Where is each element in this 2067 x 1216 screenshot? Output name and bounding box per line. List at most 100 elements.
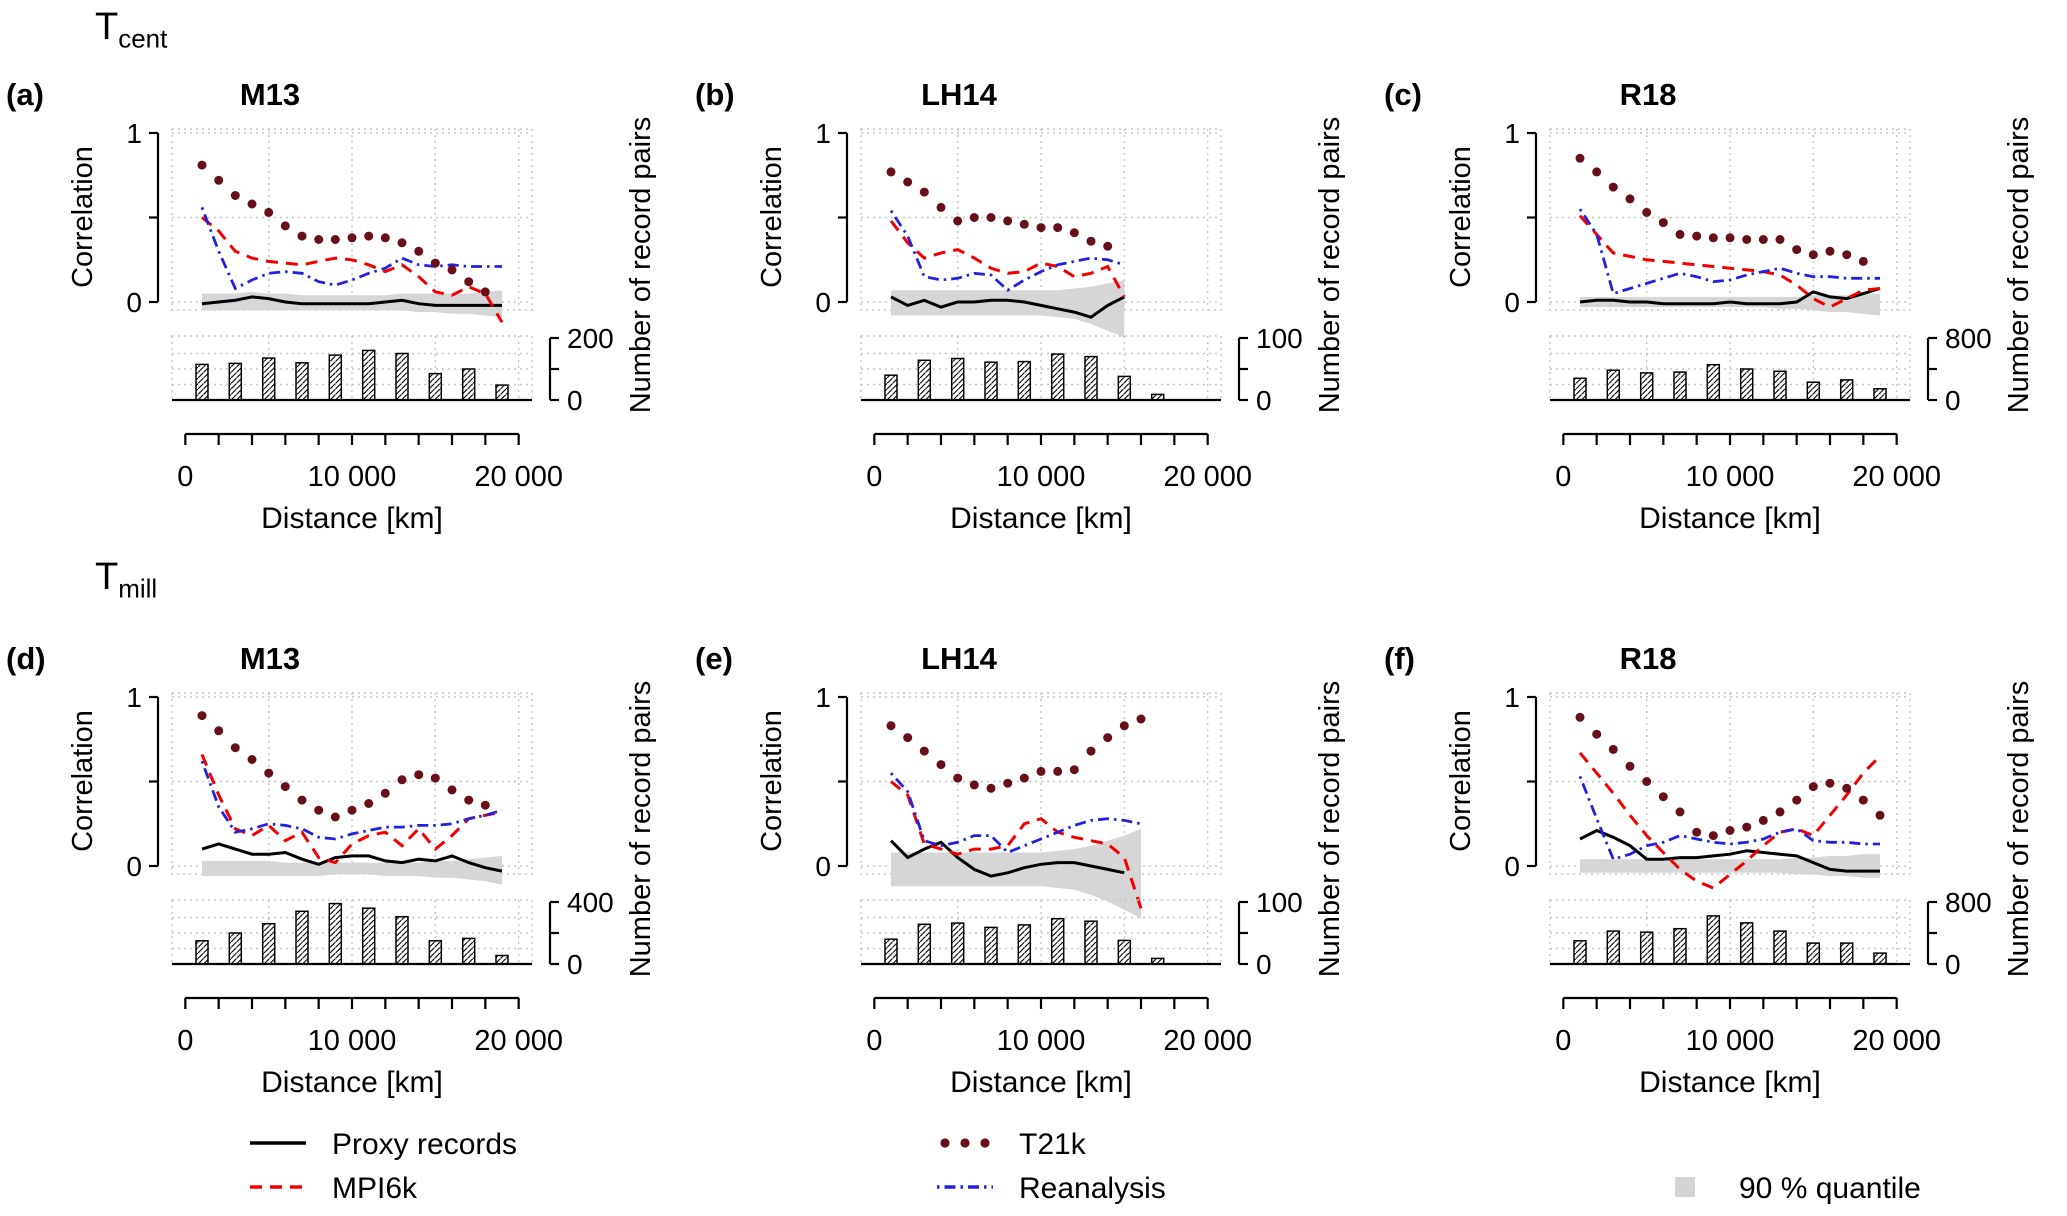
- panel-a-histogram: [171, 335, 533, 402]
- distance-tick-label: 0: [177, 1025, 193, 1057]
- reanalysis-line: [889, 772, 1142, 855]
- cor-tick-label-0: 0: [815, 287, 831, 318]
- record-pairs-bar: [1773, 370, 1787, 401]
- hist-zero-label: 0: [1256, 385, 1272, 416]
- panel-e: 1 0 Correlation 100 0 Number of record pairs 0…: [689, 612, 1378, 1122]
- correlation-axis-title: Correlation: [756, 146, 788, 288]
- record-pairs-bar: [295, 362, 309, 401]
- proxy-records-line: [201, 295, 502, 307]
- record-pairs-bar: [917, 359, 932, 401]
- panel-b: 1 0 Correlation 100 0 Number of record pairs 0…: [689, 48, 1378, 558]
- distance-tick-label: 20 000: [474, 461, 563, 493]
- distance-tick-label: 10 000: [997, 461, 1086, 493]
- record-pairs-bar: [461, 937, 476, 965]
- record-pairs-bar: [1839, 379, 1854, 401]
- panel-title: M13: [240, 641, 300, 676]
- reanalysis-line: [1578, 775, 1880, 861]
- hist-zero-label: 0: [1945, 949, 1961, 980]
- panel-d-correlation-plot: [171, 692, 533, 885]
- record-pairs-bar: [1739, 368, 1754, 401]
- panel-letter: (c): [1384, 77, 1422, 112]
- distance-tick-label: 20 000: [1163, 1025, 1252, 1057]
- correlation-axis: [1527, 131, 1538, 304]
- panel-d-chart: 1 0 Correlation 400 0 Number of record pairs 0…: [6, 641, 657, 1099]
- hist-zero-label: 0: [1945, 385, 1961, 416]
- group-title-tmill: Tmill: [95, 556, 157, 605]
- distance-axis: [1562, 432, 1898, 445]
- panel-f: 1 0 Correlation 800 0 Number of record pairs 0…: [1378, 612, 2067, 1122]
- record-pairs-bar: [195, 940, 209, 965]
- panel-title: M13: [240, 77, 300, 112]
- record-pairs-bar: [1017, 360, 1032, 401]
- record-pairs-bar: [1773, 930, 1787, 965]
- record-pairs-bar: [1639, 372, 1654, 401]
- t21k-dots: [886, 167, 1113, 251]
- proxy-records-line: [1579, 287, 1881, 306]
- reanalysis-line: [889, 209, 1125, 292]
- legend: Proxy records MPI6k T21k Reanalysis 90 %…: [0, 1125, 2067, 1215]
- record-pairs-bar: [884, 938, 898, 965]
- reanalysis-line: [1578, 208, 1880, 296]
- record-pairs-bar: [495, 384, 509, 401]
- distance-axis-title: Distance [km]: [950, 1066, 1132, 1099]
- record-pairs-bar: [1084, 355, 1098, 401]
- record-pairs-bar: [495, 954, 509, 965]
- record-pairs-bar: [1739, 922, 1754, 965]
- quantile-band-swatch-icon: [1655, 1175, 1719, 1204]
- record-pairs-bar: [1084, 920, 1098, 965]
- record-pairs-bar: [361, 349, 376, 401]
- record-pairs-bar: [261, 357, 276, 401]
- record-pairs-axis-title: Number of record pairs: [2003, 681, 2035, 978]
- record-pairs-bar: [1606, 930, 1621, 965]
- legend-label-proxy-records: Proxy records: [332, 1128, 518, 1161]
- proxy-line-swatch-icon: [248, 1131, 312, 1160]
- cor-tick-label-0: 0: [1504, 851, 1520, 882]
- panel-a-chart: 1 0 Correlation 200 0 Number of record pairs 0…: [6, 77, 657, 535]
- distance-axis: [184, 996, 520, 1009]
- panel-row-tmill: 1 0 Correlation 400 0 Number of record pairs 0…: [0, 612, 2067, 1122]
- distance-tick-label: 20 000: [474, 1025, 563, 1057]
- panel-letter: (b): [695, 77, 735, 112]
- distance-tick-label: 10 000: [997, 1025, 1086, 1057]
- distance-tick-label: 0: [866, 1025, 882, 1057]
- distance-axis-title: Distance [km]: [261, 502, 443, 535]
- group-title-tcent: Tcent: [95, 6, 167, 55]
- distance-axis-title: Distance [km]: [1639, 1066, 1821, 1099]
- correlation-axis: [838, 131, 849, 304]
- distance-tick-label: 20 000: [1163, 461, 1252, 493]
- legend-label-t21k: T21k: [1019, 1128, 1086, 1161]
- hist-max-label: 200: [567, 323, 614, 354]
- record-pairs-bar: [395, 352, 409, 401]
- record-pairs-bar: [1706, 915, 1721, 965]
- proxy-records-line: [201, 842, 503, 873]
- reanalysis-line: [200, 206, 502, 291]
- panel-f-correlation-plot: [1549, 692, 1911, 890]
- panel-c-correlation-plot: [1549, 128, 1911, 316]
- record-pairs-bar: [428, 940, 443, 965]
- record-pairs-bar: [395, 915, 409, 965]
- cor-tick-label-1: 1: [126, 682, 142, 713]
- legend-item-proxy-records: Proxy records: [248, 1125, 517, 1165]
- cor-tick-label-1: 1: [1504, 118, 1520, 149]
- correlation-axis: [1527, 695, 1538, 868]
- distance-tick-label: 0: [866, 461, 882, 493]
- panel-a: 1 0 Correlation 200 0 Number of record pairs 0…: [0, 48, 689, 558]
- panel-a-correlation-plot: [171, 128, 533, 324]
- record-pairs-bar: [1050, 917, 1065, 965]
- record-pairs-bar: [1117, 375, 1132, 401]
- record-pairs-bar: [984, 926, 998, 965]
- panel-title: LH14: [921, 77, 998, 112]
- hist-zero-label: 0: [567, 385, 583, 416]
- panel-f-chart: 1 0 Correlation 800 0 Number of record pairs 0…: [1384, 641, 2035, 1099]
- record-pairs-bar: [1606, 369, 1621, 401]
- record-pairs-axis: [1237, 336, 1248, 402]
- quantile-band: [891, 280, 1125, 338]
- legend-label-90-quantile: 90 % quantile: [1739, 1172, 1921, 1205]
- record-pairs-bar: [195, 363, 209, 401]
- panel-b-chart: 1 0 Correlation 100 0 Number of record pairs 0…: [695, 77, 1346, 535]
- record-pairs-bar: [950, 922, 965, 965]
- record-pairs-bar: [1706, 363, 1721, 401]
- correlation-axis: [838, 695, 849, 868]
- panel-b-correlation-plot: [860, 128, 1222, 338]
- hist-zero-label: 0: [567, 949, 583, 980]
